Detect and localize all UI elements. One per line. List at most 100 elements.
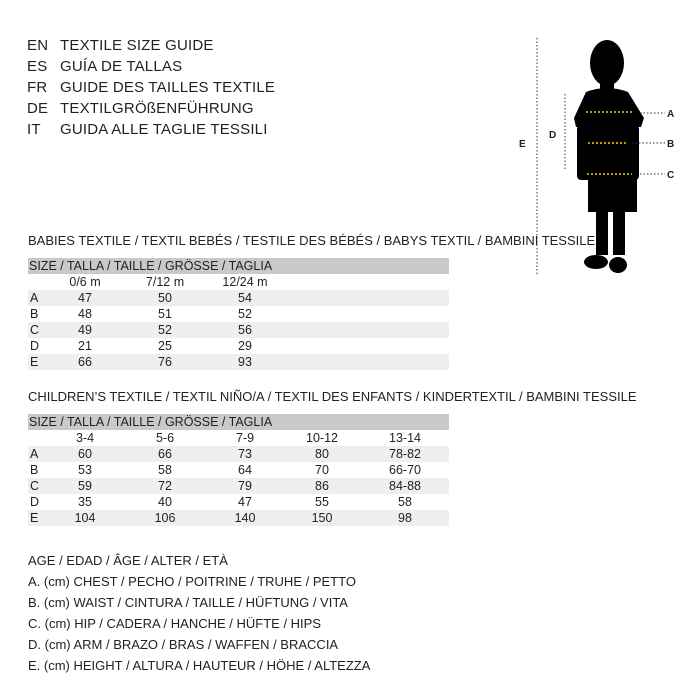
column-header: 12/24 m: [222, 275, 268, 289]
language-title: GUIDA ALLE TAGLIE TESSILI: [60, 121, 268, 138]
table-cell: 52: [238, 307, 252, 321]
table-cell: 35: [78, 495, 92, 509]
row-label: D: [30, 495, 40, 509]
table-row: E 104 106 140 150 98: [28, 510, 449, 526]
column-header: 10-12: [306, 431, 338, 445]
row-label: A: [30, 447, 39, 461]
label-e: E: [519, 139, 526, 150]
table-cell: 52: [158, 323, 172, 337]
table-cell: 150: [311, 511, 333, 525]
row-label: A: [30, 291, 39, 305]
table-cell: 64: [238, 463, 252, 477]
label-a: A: [667, 109, 674, 120]
table-cell: 48: [78, 307, 92, 321]
table-cell: 50: [158, 291, 172, 305]
language-title: GUÍA DE TALLAS: [60, 58, 183, 75]
column-header-row: 3-4 5-6 7-9 10-12 13-14: [28, 430, 449, 446]
table-row: B 53 58 64 70 66-70: [28, 462, 449, 478]
child-silhouette-figure: A B C D E: [519, 38, 674, 275]
table-cell: 58: [398, 495, 412, 509]
babies-size-table: SIZE / TALLA / TAILLE / GRÖSSE / TAGLIA 0…: [28, 258, 449, 370]
column-header-row: 0/6 m 7/12 m 12/24 m: [28, 274, 449, 290]
table-cell: 53: [78, 463, 92, 477]
table-row: D 35 40 47 55 58: [28, 494, 449, 510]
table-cell: 47: [238, 495, 252, 509]
row-label: B: [30, 463, 39, 477]
column-header: 7/12 m: [145, 275, 185, 289]
table-row: D 21 25 29: [28, 338, 449, 354]
table-cell: 140: [234, 511, 256, 525]
language-code: EN: [27, 37, 49, 54]
table-row: C 59 72 79 86 84-88: [28, 478, 449, 494]
table-row: E 66 76 93: [28, 354, 449, 370]
measure-lines-yellow: [586, 111, 632, 175]
row-label: E: [30, 511, 39, 525]
size-header: SIZE / TALLA / TAILLE / GRÖSSE / TAGLIA: [28, 414, 449, 430]
table-cell: 73: [238, 447, 252, 461]
table-cell: 80: [315, 447, 329, 461]
language-code: DE: [27, 100, 49, 117]
table-cell: 79: [238, 479, 252, 493]
children-size-table: SIZE / TALLA / TAILLE / GRÖSSE / TAGLIA 3…: [28, 414, 449, 526]
column-header: 3-4: [75, 431, 95, 445]
row-label: B: [30, 307, 39, 321]
table-row: A 47 50 54: [28, 290, 449, 306]
language-code: FR: [27, 79, 48, 96]
table-row: C 49 52 56: [28, 322, 449, 338]
table-cell: 47: [78, 291, 92, 305]
language-code: ES: [27, 58, 48, 75]
table-cell: 55: [315, 495, 329, 509]
table-cell: 54: [238, 291, 252, 305]
child-silhouette-icon: [574, 40, 644, 273]
column-header: 13-14: [389, 431, 421, 445]
column-header: 0/6 m: [69, 275, 101, 289]
table-cell: 25: [158, 339, 172, 353]
label-c: C: [667, 170, 674, 181]
table-cell: 70: [315, 463, 329, 477]
table-cell: 86: [315, 479, 329, 493]
column-header: 7-9: [235, 431, 255, 445]
table-cell: 49: [78, 323, 92, 337]
table-cell: 60: [78, 447, 92, 461]
legend-item: C. (cm) HIP / CADERA / HANCHE / HÜFTE / …: [28, 616, 322, 631]
row-label: C: [30, 479, 40, 493]
table-cell: 29: [238, 339, 252, 353]
table-cell: 21: [78, 339, 92, 353]
row-label: D: [30, 339, 40, 353]
table-cell: 58: [158, 463, 172, 477]
table-cell: 56: [238, 323, 252, 337]
table-cell: 51: [158, 307, 172, 321]
language-title: TEXTILE SIZE GUIDE: [60, 37, 214, 54]
table-cell: 78-82: [389, 447, 421, 461]
language-code: IT: [27, 121, 41, 138]
table-cell: 98: [398, 511, 412, 525]
table-cell: 66: [158, 447, 172, 461]
table-cell: 76: [158, 355, 172, 369]
table-cell: 93: [238, 355, 252, 369]
table-cell: 66-70: [389, 463, 421, 477]
size-header: SIZE / TALLA / TAILLE / GRÖSSE / TAGLIA: [28, 258, 449, 274]
table-cell: 104: [74, 511, 96, 525]
table-cell: 40: [158, 495, 172, 509]
table-cell: 66: [78, 355, 92, 369]
row-label: C: [30, 323, 40, 337]
language-title: TEXTILGRÖßENFÜHRUNG: [60, 100, 254, 117]
table-cell: 106: [154, 511, 176, 525]
table-cell: 84-88: [389, 479, 421, 493]
children-heading: CHILDREN’S TEXTILE / TEXTIL NIÑO/A / TEX…: [28, 389, 637, 404]
table-row: A 60 66 73 80 78-82: [28, 446, 449, 462]
table-row: B 48 51 52: [28, 306, 449, 322]
table-cell: 59: [78, 479, 92, 493]
label-d: D: [549, 130, 556, 141]
legend-item: AGE / EDAD / ÂGE / ALTER / ETÀ: [28, 553, 228, 568]
legend-item: D. (cm) ARM / BRAZO / BRAS / WAFFEN / BR…: [28, 637, 339, 652]
column-header: 5-6: [155, 431, 175, 445]
table-cell: 72: [158, 479, 172, 493]
legend-item: A. (cm) CHEST / PECHO / POITRINE / TRUHE…: [28, 574, 356, 589]
babies-heading: BABIES TEXTILE / TEXTIL BEBÉS / TESTILE …: [28, 233, 596, 248]
row-label: E: [30, 355, 39, 369]
label-b: B: [667, 139, 674, 150]
language-title: GUIDE DES TAILLES TEXTILE: [60, 79, 276, 96]
legend-item: B. (cm) WAIST / CINTURA / TAILLE / HÜFTU…: [28, 595, 348, 610]
legend-item: E. (cm) HEIGHT / ALTURA / HAUTEUR / HÖHE…: [28, 658, 371, 673]
